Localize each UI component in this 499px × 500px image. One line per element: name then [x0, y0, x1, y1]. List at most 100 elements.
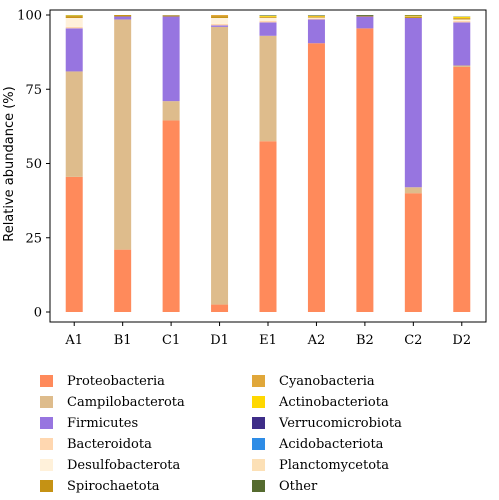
x-tick-label-a1: A1 — [64, 333, 83, 348]
bar-segment-d1-proteobacteria — [211, 304, 229, 312]
bar-stack-a2 — [307, 15, 325, 313]
bar-stack-b2 — [356, 15, 374, 313]
bar-segment-c1-campilobacterota — [162, 101, 180, 121]
bar-segment-c2-firmicutes — [404, 17, 422, 188]
legend-item-verrucomicrobiota: Verrucomicrobiota — [252, 414, 402, 432]
legend-label: Campilobacterota — [67, 394, 185, 410]
bar-segment-e1-other — [259, 15, 277, 16]
x-tick-label-e1: E1 — [259, 333, 277, 348]
bar-segment-a2-firmicutes — [307, 19, 325, 44]
bar-stack-c1 — [162, 15, 180, 312]
x-tick-label-b1: B1 — [114, 333, 132, 348]
legend-swatch — [40, 375, 53, 387]
bar-segment-d2-spirochaetota — [453, 18, 471, 20]
bar-segment-c1-proteobacteria — [162, 120, 180, 312]
bar-segment-e1-desulfobacterota — [259, 17, 277, 21]
bar-segment-c2-spirochaetota — [404, 16, 422, 18]
bar-stacks — [65, 15, 471, 313]
y-tick-label-100: 100 — [17, 9, 42, 24]
bar-segment-a2-cyanobacteria — [307, 16, 325, 18]
legend-swatch — [252, 459, 265, 471]
legend-item-proteobacteria: Proteobacteria — [40, 372, 165, 390]
bar-segment-c1-spirochaetota — [162, 15, 180, 17]
legend-item-cyanobacteria: Cyanobacteria — [252, 372, 375, 390]
legend-label: Cyanobacteria — [279, 373, 375, 389]
bar-segment-d2-firmicutes — [453, 22, 471, 66]
bar-segment-a1-desulfobacterota — [65, 17, 83, 27]
legend-item-campilobacterota: Campilobacterota — [40, 393, 185, 411]
bar-segment-d1-desulfobacterota — [211, 17, 229, 24]
stacked-bar-chart: 0 25 50 75 100 A1 B1 C1 D1 E1 A2 B2 C2 D2 Relative a… — [2, 9, 487, 348]
bar-segment-e1-proteobacteria — [259, 141, 277, 312]
legend-label: Desulfobacterota — [67, 457, 181, 473]
bar-segment-d2-bacteroidota — [453, 20, 471, 23]
legend-label: Proteobacteria — [67, 373, 165, 389]
bar-stack-d2 — [453, 16, 471, 312]
legend-item-spirochaetota: Spirochaetota — [40, 477, 160, 495]
legend-swatch — [40, 459, 53, 471]
bar-segment-c1-cyanobacteria — [162, 15, 180, 16]
x-tick-label-d2: D2 — [452, 333, 471, 348]
bar-segment-e1-cyanobacteria — [259, 16, 277, 18]
bar-segment-b1-campilobacterota — [114, 19, 132, 250]
bar-segment-d1-spirochaetota — [211, 16, 229, 18]
legend-label: Acidobacteriota — [279, 436, 384, 452]
bar-segment-e1-firmicutes — [259, 22, 277, 36]
bar-stack-a1 — [65, 15, 83, 312]
bar-segment-e1-spirochaetota — [259, 17, 277, 18]
x-tick-label-a2: A2 — [307, 333, 326, 348]
bar-segment-d2-cyanobacteria — [453, 17, 471, 19]
bar-segment-b2-spirochaetota — [356, 15, 374, 17]
bar-segment-d2-proteobacteria — [453, 66, 471, 312]
bar-segment-d1-cyanobacteria — [211, 15, 229, 17]
bar-segment-d2-desulfobacterota — [453, 19, 471, 21]
bar-segment-c2-campilobacterota — [404, 187, 422, 194]
legend-item-other: Other — [252, 477, 317, 495]
bar-segment-a2-proteobacteria — [307, 43, 325, 313]
bar-segment-a2-actinobacteriota — [307, 15, 325, 17]
legend-swatch — [252, 417, 265, 429]
legend-label: Actinobacteriota — [279, 394, 389, 410]
y-tick-label-50: 50 — [25, 157, 42, 172]
bar-stack-b1 — [114, 15, 132, 312]
bar-segment-d1-campilobacterota — [211, 26, 229, 305]
bar-segment-a1-cyanobacteria — [65, 15, 83, 17]
bar-segment-a1-actinobacteriota — [65, 15, 83, 16]
bar-segment-e1-bacteroidota — [259, 20, 277, 23]
legend-swatch — [40, 417, 53, 429]
legend-swatch — [40, 396, 53, 408]
legend-item-acidobacteriota: Acidobacteriota — [252, 435, 383, 453]
bar-segment-c2-proteobacteria — [404, 193, 422, 312]
x-tick-label-c1: C1 — [162, 333, 180, 348]
x-tick-label-c2: C2 — [404, 333, 422, 348]
legend-label: Verrucomicrobiota — [279, 415, 402, 431]
bar-segment-c2-actinobacteriota — [404, 15, 422, 17]
bar-segment-d1-firmicutes — [211, 25, 229, 27]
bar-segment-b2-proteobacteria — [356, 28, 374, 313]
bar-segment-a2-other — [307, 15, 325, 16]
bar-segment-e1-actinobacteriota — [259, 15, 277, 17]
x-axis: A1 B1 C1 D1 E1 A2 B2 C2 D2 — [64, 322, 471, 348]
legend-label: Other — [279, 478, 318, 494]
bar-segment-a2-desulfobacterota — [307, 17, 325, 19]
y-tick-label-75: 75 — [25, 83, 42, 98]
legend-swatch — [252, 438, 265, 450]
bar-segment-e1-campilobacterota — [259, 35, 277, 142]
y-axis-title: Relative abundance (%) — [2, 86, 17, 242]
bar-segment-c2-cyanobacteria — [404, 16, 422, 17]
bar-segment-a2-spirochaetota — [307, 17, 325, 18]
bar-segment-b2-other — [356, 15, 374, 16]
bar-segment-b2-firmicutes — [356, 16, 374, 29]
legend-swatch — [252, 396, 265, 408]
bar-segment-a1-spirochaetota — [65, 16, 83, 18]
legend-swatch — [40, 480, 53, 492]
x-tick-label-b2: B2 — [356, 333, 374, 348]
bar-segment-d1-bacteroidota — [211, 23, 229, 26]
bar-stack-e1 — [259, 15, 277, 312]
y-tick-label-25: 25 — [25, 231, 42, 246]
bar-segment-a2-bacteroidota — [307, 18, 325, 20]
bar-segment-c2-other — [404, 15, 422, 16]
legend-item-firmicutes: Firmicutes — [40, 414, 138, 432]
bar-segment-d2-campilobacterota — [453, 65, 471, 67]
legend-swatch — [252, 480, 265, 492]
